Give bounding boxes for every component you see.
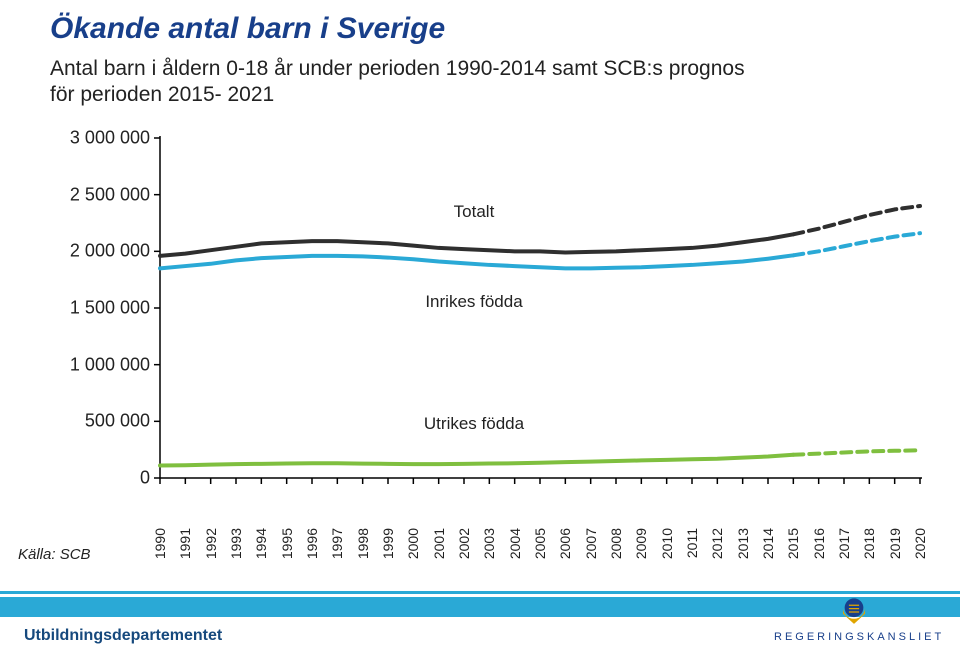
org-name: REGERINGSKANSLIET — [774, 631, 934, 643]
x-axis-label: 2015 — [785, 528, 801, 559]
x-axis-label: 1992 — [203, 528, 219, 559]
footer-thin-bar — [0, 591, 960, 594]
series-label: Utrikes födda — [404, 414, 544, 434]
x-axis-label: 2006 — [557, 528, 573, 559]
crest-icon — [837, 595, 871, 629]
x-axis-label: 2000 — [405, 528, 421, 559]
x-axis-label: 2007 — [583, 528, 599, 559]
source-label: Källa: SCB — [18, 546, 91, 563]
department-label: Utbildningsdepartementet — [24, 627, 222, 645]
x-axis-label: 2013 — [735, 528, 751, 559]
line-chart: 0 500 000 1 000 000 1 500 000 2 000 000 2 500… — [30, 128, 930, 548]
x-axis-label: 2014 — [760, 528, 776, 559]
y-axis-label: 3 000 000 — [30, 128, 150, 149]
series-label: Inrikes födda — [404, 292, 544, 312]
x-axis-label: 1990 — [152, 528, 168, 559]
y-axis-label: 0 — [30, 468, 150, 489]
y-axis-label: 2 500 000 — [30, 184, 150, 205]
x-axis-label: 2008 — [608, 528, 624, 559]
x-axis-label: 2001 — [431, 528, 447, 559]
y-axis-label: 1 000 000 — [30, 354, 150, 375]
series-label: Totalt — [404, 202, 544, 222]
x-axis-label: 2016 — [811, 528, 827, 559]
page-subtitle: Antal barn i åldern 0-18 år under period… — [50, 56, 750, 109]
x-axis-label: 1993 — [228, 528, 244, 559]
page-footer: Utbildningsdepartementet REGERINGSKANSLI… — [0, 591, 960, 659]
x-axis-label: 2018 — [861, 528, 877, 559]
y-axis-label: 1 500 000 — [30, 298, 150, 319]
y-axis-label: 2 000 000 — [30, 241, 150, 262]
x-axis-label: 1998 — [355, 528, 371, 559]
x-axis-label: 2009 — [633, 528, 649, 559]
x-axis-label: 2020 — [912, 528, 928, 559]
x-axis-label: 2003 — [481, 528, 497, 559]
y-axis-label: 500 000 — [30, 411, 150, 432]
org-logo: REGERINGSKANSLIET — [774, 595, 934, 643]
x-axis-label: 1995 — [279, 528, 295, 559]
page-title: Ökande antal barn i Sverige — [50, 12, 445, 46]
x-axis-label: 2017 — [836, 528, 852, 559]
x-axis-label: 2002 — [456, 528, 472, 559]
x-axis-label: 1996 — [304, 528, 320, 559]
x-axis-label: 1999 — [380, 528, 396, 559]
x-axis-label: 2004 — [507, 528, 523, 559]
x-axis-label: 1997 — [329, 528, 345, 559]
x-axis-label: 1991 — [177, 528, 193, 559]
x-axis-label: 2011 — [684, 528, 700, 558]
x-axis-label: 2019 — [887, 528, 903, 559]
x-axis-label: 2010 — [659, 528, 675, 559]
x-axis-label: 2005 — [532, 528, 548, 559]
x-axis-label: 2012 — [709, 528, 725, 559]
x-axis-label: 1994 — [253, 528, 269, 559]
chart-svg — [30, 128, 930, 548]
